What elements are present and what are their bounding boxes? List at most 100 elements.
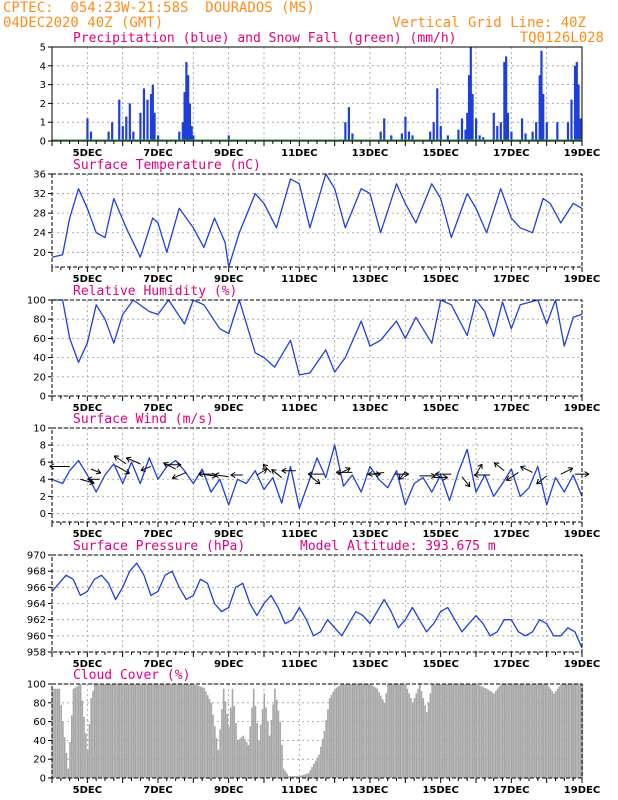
- cloud-bar: [247, 745, 250, 778]
- wind-vector-head: [176, 461, 182, 468]
- precip-bar: [146, 99, 149, 141]
- wind-vector: [560, 467, 574, 475]
- cloud-bar: [272, 704, 274, 778]
- cloud-bar: [494, 691, 497, 778]
- x-tick-label: 13DEC: [352, 659, 388, 670]
- panel-4: [48, 554, 583, 657]
- cloud-bar: [281, 745, 283, 778]
- cloud-bar: [168, 684, 170, 778]
- precip-bar: [89, 131, 93, 141]
- cloud-bar: [378, 692, 380, 778]
- precip-bar: [506, 112, 509, 141]
- cloud-bar: [394, 684, 396, 778]
- cloud-bar: [572, 684, 575, 778]
- cloud-bar: [284, 771, 287, 778]
- cloud-bar: [175, 684, 177, 778]
- cloud-bar: [468, 684, 471, 778]
- x-tick-label: 11DEC: [281, 403, 317, 414]
- y-tick-label: 100: [27, 680, 46, 691]
- panel-title: Relative Humidity (%): [73, 284, 237, 299]
- x-tick-label: 17DEC: [493, 529, 529, 540]
- cloud-bar: [256, 723, 259, 778]
- cloud-bar: [519, 684, 522, 778]
- cloud-bar: [547, 686, 550, 778]
- cloud-bar: [148, 684, 151, 778]
- cloud-bar: [355, 684, 357, 778]
- cloud-bar: [507, 684, 509, 778]
- cloud-bar: [118, 684, 121, 778]
- cloud-bar: [459, 684, 462, 778]
- wind-vector: [520, 465, 533, 473]
- cloud-bar: [576, 684, 578, 778]
- cloud-bar: [242, 735, 244, 778]
- cloud-bar: [83, 716, 85, 778]
- cloud-bar: [475, 684, 478, 778]
- precip-bar: [566, 122, 570, 141]
- wind-vector: [337, 467, 351, 475]
- cloud-bar: [108, 684, 110, 778]
- panel-frame: [51, 173, 583, 268]
- cloud-bar: [539, 684, 541, 778]
- cloud-bar: [79, 684, 82, 778]
- wind-vector-head: [493, 462, 500, 468]
- precip-bar: [429, 131, 432, 141]
- cloud-bar: [418, 684, 421, 778]
- precip-bar: [535, 122, 538, 141]
- series-line: [51, 562, 583, 649]
- cloud-bar: [332, 691, 334, 778]
- cloud-bar: [351, 684, 354, 778]
- cloud-bar: [348, 684, 350, 778]
- x-tick-label: 19DEC: [564, 148, 600, 159]
- cloud-bar: [350, 684, 352, 778]
- wind-vector-head: [465, 481, 471, 488]
- cloud-bar: [337, 686, 340, 778]
- cloud-bar: [551, 691, 554, 778]
- cloud-bar: [484, 687, 486, 778]
- series-line: [51, 444, 583, 509]
- precip-bar: [545, 122, 548, 141]
- cloud-bar: [72, 688, 75, 778]
- cloud-bar: [314, 760, 317, 778]
- cloud-bar: [60, 705, 62, 778]
- precip-bar: [121, 125, 124, 141]
- cloud-bar: [53, 688, 55, 778]
- precip-bar: [466, 112, 469, 141]
- precip-bar: [475, 118, 478, 141]
- cloud-bar: [540, 684, 543, 778]
- wind-vector-head: [163, 462, 169, 468]
- cloud-bar: [99, 684, 101, 778]
- cloud-bar: [367, 684, 370, 778]
- precip-bar: [107, 131, 110, 141]
- cloud-bar: [180, 684, 183, 778]
- cloud-bar: [563, 684, 566, 778]
- wind-vector-head: [124, 468, 131, 475]
- cloud-bar: [374, 687, 377, 778]
- cloud-bar: [411, 702, 414, 778]
- cloud-bar: [445, 684, 448, 778]
- x-tick-label: 9DEC: [214, 785, 243, 796]
- cloud-bar: [298, 776, 301, 778]
- y-tick-label: 20: [33, 755, 46, 766]
- cloud-bar: [440, 684, 442, 778]
- wind-vector-head: [214, 472, 220, 479]
- cloud-bar: [307, 773, 310, 778]
- cloud-bar: [343, 684, 345, 778]
- precip-bar: [556, 122, 559, 141]
- cloud-bar: [208, 699, 211, 778]
- cloud-bar: [146, 684, 149, 778]
- cloud-bar: [192, 684, 195, 778]
- cloud-bar: [226, 713, 228, 778]
- cloud-bar: [224, 701, 227, 778]
- cloud-bar: [477, 684, 479, 778]
- cloud-bar: [413, 698, 416, 778]
- cloud-bar: [233, 705, 236, 778]
- x-tick-label: 7DEC: [143, 659, 172, 670]
- precip-bar: [125, 116, 128, 141]
- cloud-bar: [274, 688, 276, 778]
- cloud-bar: [396, 684, 398, 778]
- cloud-bar: [288, 776, 290, 778]
- cloud-bar: [471, 684, 474, 778]
- panel-frame: [51, 683, 583, 779]
- y-tick-label: 962: [27, 615, 46, 626]
